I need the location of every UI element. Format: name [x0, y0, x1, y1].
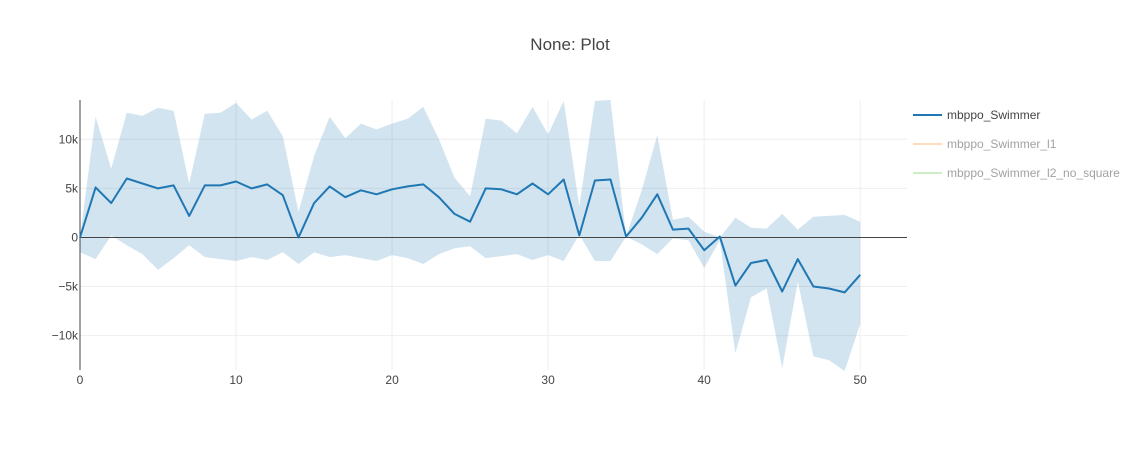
series-line	[79, 177, 861, 294]
legend-label: mbppo_Swimmer_l2_no_square	[947, 166, 1120, 180]
x-tick-label: 10	[229, 373, 243, 387]
x-axis-ticks: 0 10 20 30 40 50	[77, 373, 868, 387]
confidence-bands	[80, 100, 861, 371]
legend-label: mbppo_Swimmer_l1	[947, 137, 1057, 151]
y-tick-label: 0	[71, 230, 78, 244]
y-tick-label: −5k	[58, 280, 79, 294]
legend-item[interactable]: mbppo_Swimmer_l2_no_square	[913, 166, 1120, 180]
series-band	[80, 100, 861, 371]
x-tick-label: 50	[854, 373, 868, 387]
series-lines	[79, 177, 861, 294]
x-tick-label: 30	[541, 373, 555, 387]
legend-label: mbppo_Swimmer	[947, 108, 1040, 122]
y-axis-ticks: −10k −5k 0 5k 10k	[52, 132, 79, 342]
x-tick-label: 20	[385, 373, 399, 387]
chart-title: None: Plot	[530, 35, 610, 54]
y-tick-label: −10k	[52, 329, 79, 343]
legend-item[interactable]: mbppo_Swimmer	[913, 108, 1040, 122]
y-tick-label: 10k	[59, 132, 79, 146]
y-tick-label: 5k	[65, 181, 79, 195]
legend[interactable]: mbppo_Swimmer mbppo_Swimmer_l1 mbppo_Swimm…	[913, 108, 1120, 180]
legend-item[interactable]: mbppo_Swimmer_l1	[913, 137, 1057, 151]
x-tick-label: 40	[697, 373, 711, 387]
x-tick-label: 0	[77, 373, 84, 387]
grid-lines	[80, 100, 907, 370]
